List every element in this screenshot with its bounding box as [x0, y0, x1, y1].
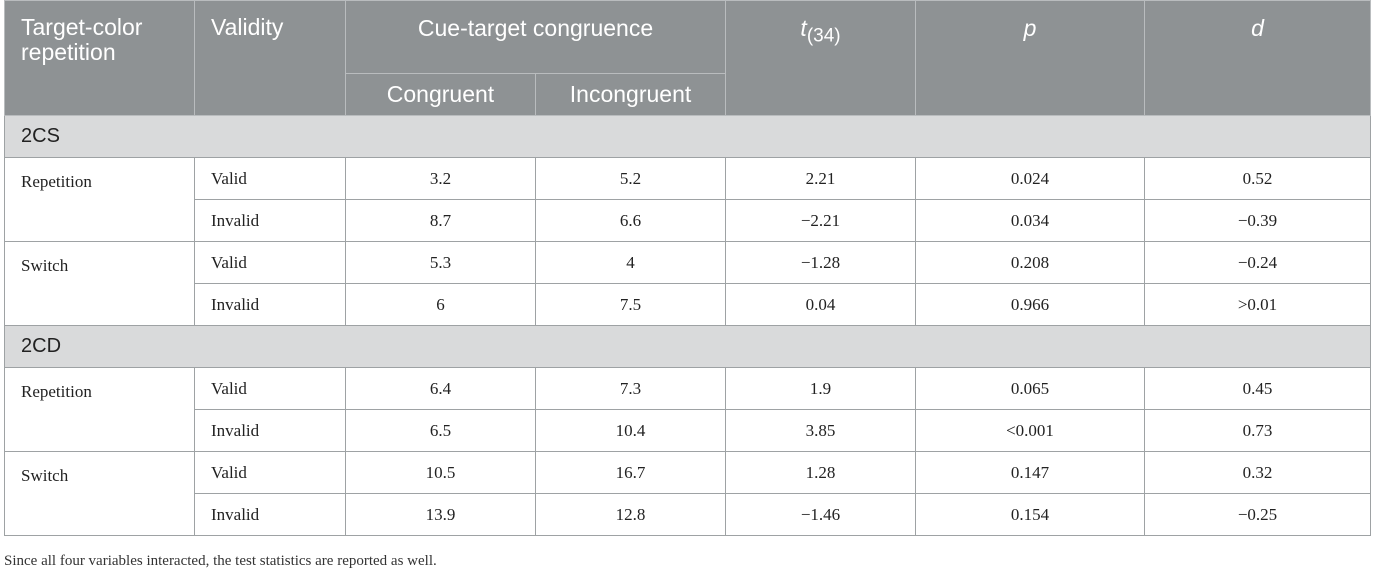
congruent-cell: 6 [345, 283, 536, 326]
header-congruent: Congruent [345, 73, 536, 116]
t-cell: −2.21 [725, 199, 917, 242]
table-row: Repetition Valid 3.2 5.2 2.21 0.024 0.52 [4, 157, 1372, 242]
header-cue-target-congruence: Cue-target congruence [344, 0, 727, 74]
table-row: Invalid 6 7.5 0.04 0.966 >0.01 [5, 283, 1372, 326]
t-cell: −1.28 [725, 241, 917, 284]
validity-cell: Invalid [194, 283, 346, 326]
incongruent-cell: 7.3 [534, 367, 727, 410]
d-cell: 0.73 [1144, 409, 1372, 452]
header-t-subscript: (34) [806, 25, 841, 47]
congruent-cell: 10.5 [345, 451, 536, 494]
d-cell: 0.45 [1144, 367, 1372, 410]
results-table: Target-color repetition Validity Cue-tar… [3, 0, 1372, 536]
table-row: Repetition Valid 6.4 7.3 1.9 0.065 0.45 [4, 367, 1372, 452]
p-cell: 0.024 [915, 157, 1146, 200]
header-p: p [915, 0, 1146, 116]
p-cell: 0.065 [915, 367, 1146, 410]
table-row: Switch Valid 5.3 4 −1.28 0.208 −0.24 [4, 241, 1372, 326]
p-cell: 0.147 [915, 451, 1146, 494]
validity-cell: Invalid [194, 409, 346, 452]
header-d: d [1144, 0, 1372, 116]
congruent-cell: 13.9 [345, 493, 536, 536]
validity-cell: Valid [194, 157, 346, 200]
validity-cell: Invalid [194, 199, 346, 242]
congruent-cell: 6.4 [345, 367, 536, 410]
d-cell: >0.01 [1144, 283, 1372, 326]
table-row: Switch Valid 10.5 16.7 1.28 0.147 0.32 [4, 451, 1372, 536]
validity-cell: Invalid [194, 493, 346, 536]
t-cell: 3.85 [725, 409, 917, 452]
section-row: 2CS [3, 115, 1372, 158]
table-row: Invalid 13.9 12.8 −1.46 0.154 −0.25 [5, 493, 1372, 536]
p-cell: <0.001 [915, 409, 1146, 452]
t-cell: 1.28 [725, 451, 917, 494]
table-row: Invalid 6.5 10.4 3.85 <0.001 0.73 [5, 409, 1372, 452]
incongruent-cell: 7.5 [534, 283, 727, 326]
incongruent-cell: 16.7 [534, 451, 727, 494]
t-cell: −1.46 [725, 493, 917, 536]
section-label: 2CS [3, 115, 1372, 158]
section-label: 2CD [3, 325, 1372, 368]
validity-cell: Valid [194, 451, 346, 494]
table-footnote: Since all four variables interacted, the… [4, 553, 437, 569]
table-body: 2CS Repetition Valid 3.2 5.2 2.21 0.024 … [3, 115, 1372, 536]
congruent-cell: 8.7 [345, 199, 536, 242]
header-target-color-repetition: Target-color repetition [4, 0, 195, 116]
validity-cell: Valid [194, 241, 346, 284]
table-header: Target-color repetition Validity Cue-tar… [4, 0, 1372, 116]
congruent-cell: 5.3 [345, 241, 536, 284]
condition-cell: Repetition [4, 367, 195, 452]
header-incongruent: Incongruent [534, 73, 727, 116]
incongruent-cell: 5.2 [534, 157, 727, 200]
p-cell: 0.034 [915, 199, 1146, 242]
congruent-cell: 3.2 [345, 157, 536, 200]
t-cell: 1.9 [725, 367, 917, 410]
header-validity: Validity [194, 0, 346, 116]
incongruent-cell: 10.4 [534, 409, 727, 452]
p-cell: 0.966 [915, 283, 1146, 326]
d-cell: −0.25 [1144, 493, 1372, 536]
p-cell: 0.154 [915, 493, 1146, 536]
section-row: 2CD [3, 325, 1372, 368]
d-cell: −0.39 [1144, 199, 1372, 242]
incongruent-cell: 12.8 [534, 493, 727, 536]
d-cell: 0.52 [1144, 157, 1372, 200]
d-cell: 0.32 [1144, 451, 1372, 494]
d-cell: −0.24 [1144, 241, 1372, 284]
congruent-cell: 6.5 [345, 409, 536, 452]
t-cell: 0.04 [725, 283, 917, 326]
incongruent-cell: 6.6 [534, 199, 727, 242]
header-t-symbol: t [800, 15, 807, 41]
condition-cell: Switch [4, 241, 195, 326]
condition-cell: Repetition [4, 157, 195, 242]
incongruent-cell: 4 [534, 241, 727, 284]
table-row: Invalid 8.7 6.6 −2.21 0.034 −0.39 [5, 199, 1372, 242]
header-t: t(34) [725, 0, 917, 116]
t-cell: 2.21 [725, 157, 917, 200]
validity-cell: Valid [194, 367, 346, 410]
condition-cell: Switch [4, 451, 195, 536]
p-cell: 0.208 [915, 241, 1146, 284]
